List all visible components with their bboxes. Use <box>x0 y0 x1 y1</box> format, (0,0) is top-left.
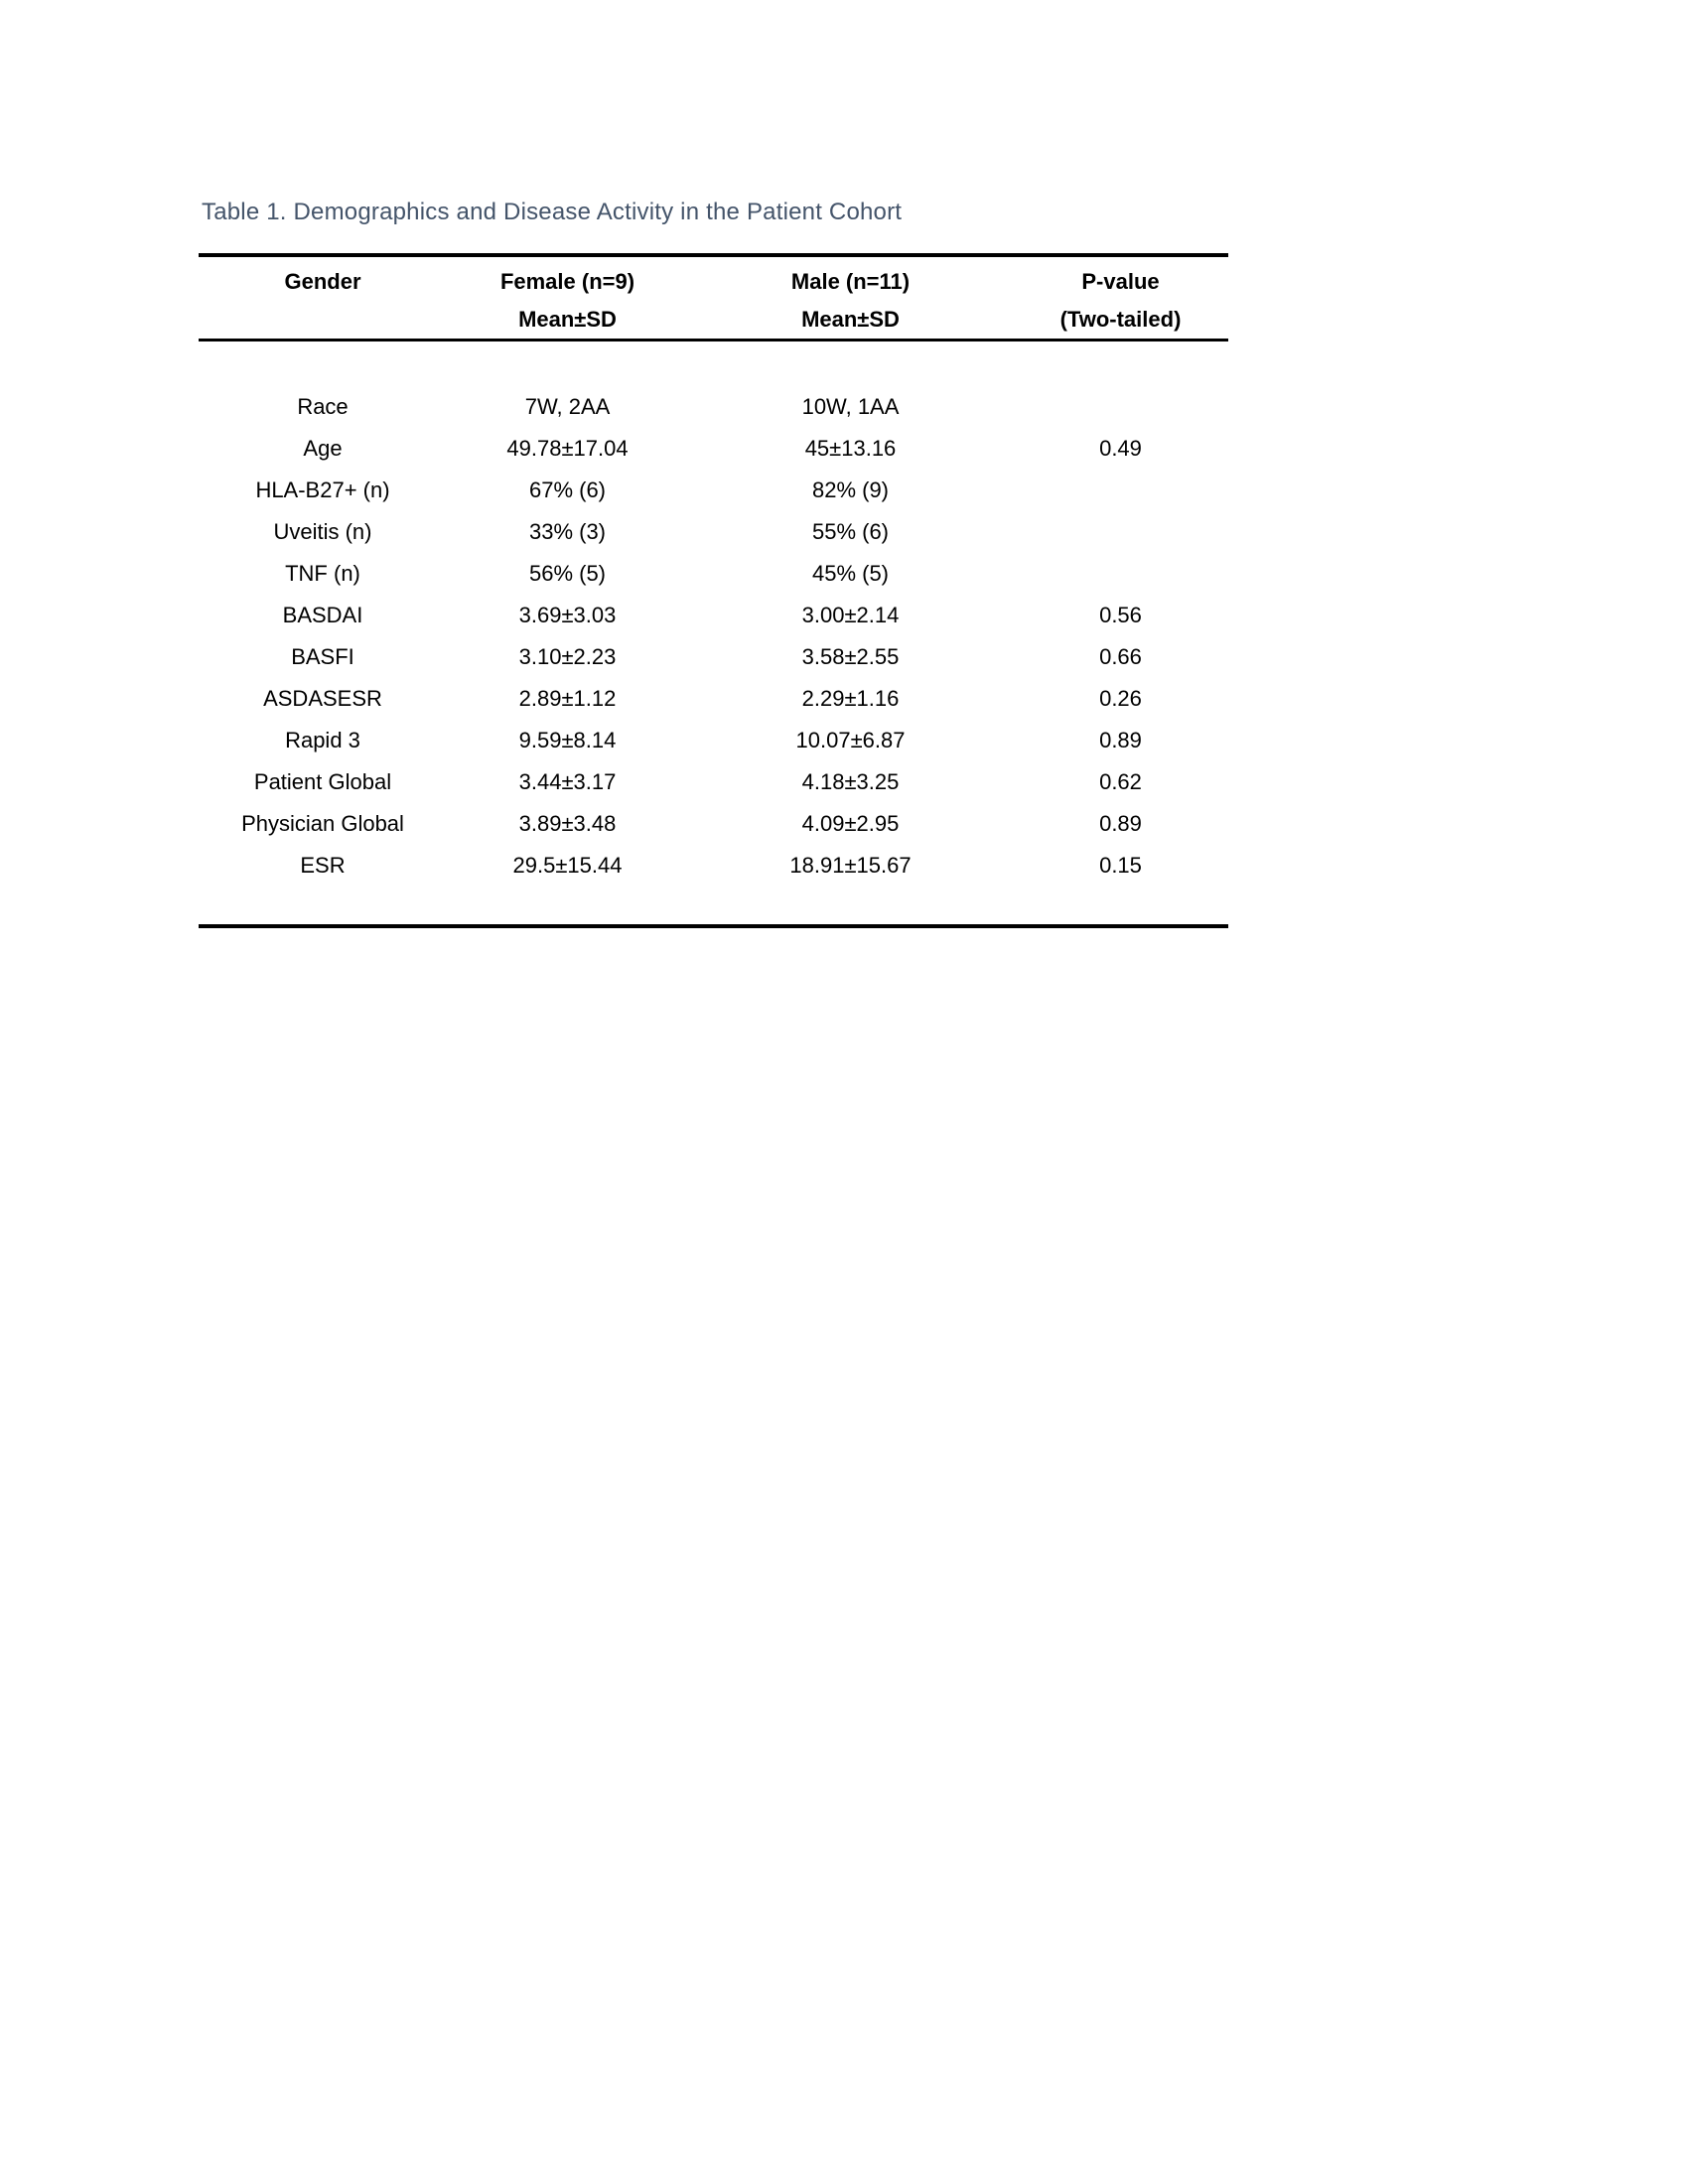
female-value: 67% (6) <box>528 478 607 502</box>
footer-gap-row <box>199 887 1228 926</box>
male-value: 10W, 1AA <box>801 394 900 419</box>
header-pvalue-line2: (Two-tailed) <box>1059 307 1182 332</box>
row-label: Rapid 3 <box>285 728 360 752</box>
male-value: 3.00±2.14 <box>801 603 900 627</box>
row-label: ESR <box>300 853 346 878</box>
header-female-line2: Mean±SD <box>518 307 617 332</box>
p-value: 0.56 <box>1099 603 1142 627</box>
table-row: ESR 29.5±15.44 18.91±15.67 0.15 <box>199 845 1228 887</box>
row-label: TNF (n) <box>285 561 360 586</box>
female-value: 3.44±3.17 <box>518 769 617 794</box>
table-row: Rapid 3 9.59±8.14 10.07±6.87 0.89 <box>199 720 1228 761</box>
female-value: 3.69±3.03 <box>518 603 617 627</box>
male-value: 4.09±2.95 <box>801 811 900 836</box>
p-value: 0.26 <box>1099 686 1142 711</box>
table-row: Age 49.78±17.04 45±13.16 0.49 <box>199 428 1228 470</box>
table-header: Gender Female (n=9) Mean±SD Male (n=11) … <box>199 255 1228 341</box>
header-female-line1: Female (n=9) <box>499 269 635 294</box>
p-value: 0.49 <box>1099 436 1142 461</box>
female-value: 3.89±3.48 <box>518 811 617 836</box>
header-gap-row <box>199 341 1228 387</box>
male-value: 3.58±2.55 <box>801 644 900 669</box>
male-value: 2.29±1.16 <box>801 686 900 711</box>
male-value: 45±13.16 <box>804 436 897 461</box>
table-row: TNF (n) 56% (5) 45% (5) <box>199 553 1228 595</box>
row-label: HLA-B27+ (n) <box>255 478 390 502</box>
female-value: 9.59±8.14 <box>518 728 617 752</box>
female-value: 49.78±17.04 <box>506 436 629 461</box>
female-value: 29.5±15.44 <box>512 853 623 878</box>
column-header-gender: Gender <box>199 255 447 341</box>
demographics-table: Gender Female (n=9) Mean±SD Male (n=11) … <box>199 253 1228 928</box>
column-header-pvalue: P-value (Two-tailed) <box>1013 255 1228 341</box>
p-value <box>1013 553 1228 595</box>
row-label: BASFI <box>291 644 354 669</box>
header-pvalue-line1: P-value <box>1081 269 1160 294</box>
table-body: Race 7W, 2AA 10W, 1AA Age 49.78±17.04 45… <box>199 386 1228 887</box>
male-value: 45% (5) <box>811 561 890 586</box>
p-value <box>1013 386 1228 428</box>
row-label: ASDASESR <box>263 686 382 711</box>
p-value <box>1013 511 1228 553</box>
row-label: Physician Global <box>241 811 404 836</box>
p-value: 0.66 <box>1099 644 1142 669</box>
table-row: Race 7W, 2AA 10W, 1AA <box>199 386 1228 428</box>
female-value: 7W, 2AA <box>524 394 611 419</box>
male-value: 10.07±6.87 <box>795 728 906 752</box>
row-label: Race <box>297 394 349 419</box>
table-row: BASDAI 3.69±3.03 3.00±2.14 0.56 <box>199 595 1228 636</box>
p-value: 0.89 <box>1099 728 1142 752</box>
female-value: 3.10±2.23 <box>518 644 617 669</box>
female-value: 33% (3) <box>528 519 607 544</box>
row-label: BASDAI <box>282 603 363 627</box>
column-header-male: Male (n=11) Mean±SD <box>688 255 1013 341</box>
p-value: 0.62 <box>1099 769 1142 794</box>
p-value <box>1013 470 1228 511</box>
row-label: Uveitis (n) <box>273 519 372 544</box>
p-value: 0.15 <box>1099 853 1142 878</box>
table-row: Patient Global 3.44±3.17 4.18±3.25 0.62 <box>199 761 1228 803</box>
male-value: 18.91±15.67 <box>789 853 912 878</box>
female-value: 56% (5) <box>528 561 607 586</box>
male-value: 82% (9) <box>811 478 890 502</box>
female-value: 2.89±1.12 <box>518 686 617 711</box>
header-gender-line1: Gender <box>284 269 361 294</box>
table-row: Physician Global 3.89±3.48 4.09±2.95 0.8… <box>199 803 1228 845</box>
column-header-female: Female (n=9) Mean±SD <box>447 255 688 341</box>
row-label: Patient Global <box>253 769 392 794</box>
header-gender-line2 <box>199 301 447 339</box>
header-male-line2: Mean±SD <box>801 307 900 332</box>
header-row: Gender Female (n=9) Mean±SD Male (n=11) … <box>199 255 1228 341</box>
table-row: ASDASESR 2.89±1.12 2.29±1.16 0.26 <box>199 678 1228 720</box>
header-male-line1: Male (n=11) <box>790 269 911 294</box>
table-row: HLA-B27+ (n) 67% (6) 82% (9) <box>199 470 1228 511</box>
male-value: 4.18±3.25 <box>801 769 900 794</box>
row-label: Age <box>303 436 343 461</box>
table-row: BASFI 3.10±2.23 3.58±2.55 0.66 <box>199 636 1228 678</box>
male-value: 55% (6) <box>811 519 890 544</box>
table-row: Uveitis (n) 33% (3) 55% (6) <box>199 511 1228 553</box>
table-caption: Table 1. Demographics and Disease Activi… <box>202 199 903 225</box>
p-value: 0.89 <box>1099 811 1142 836</box>
